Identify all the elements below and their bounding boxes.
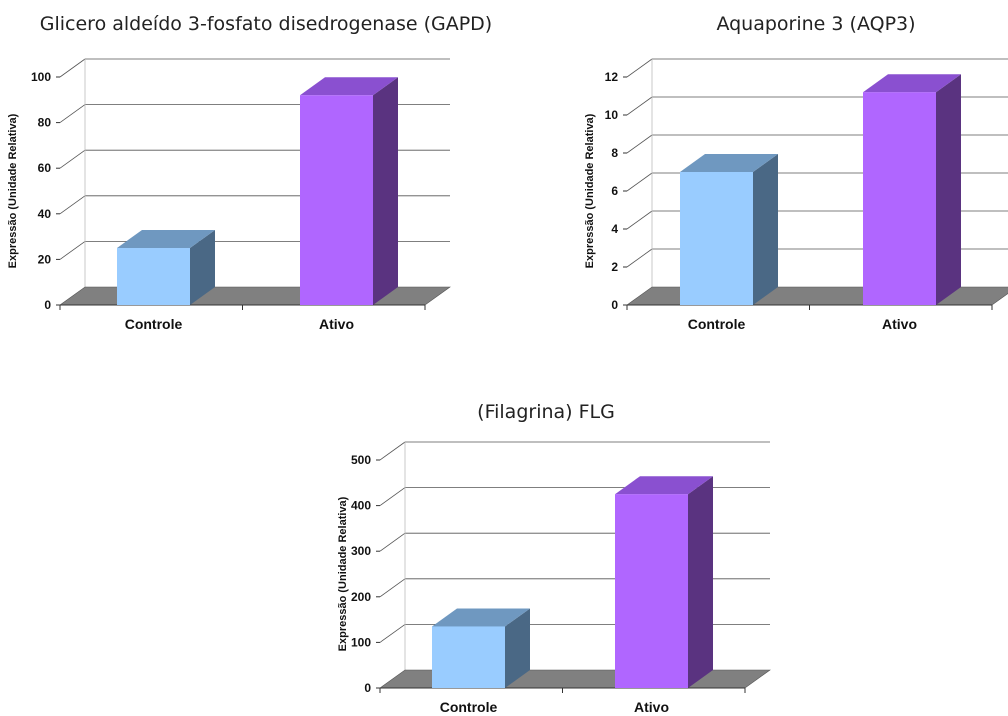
y-tick-label: 8 [611,146,618,160]
bar-ativo-side [936,74,961,305]
gridline-diagonal [59,241,86,260]
bar-controle [117,248,190,305]
bar-ativo-side [373,77,398,306]
bar-controle [680,172,753,305]
bar-controle-top [117,230,215,248]
bar-ativo-side [688,476,713,688]
y-axis-label: Expressão (Unidade Relativa) [584,113,596,268]
gridline-diagonal [379,532,406,552]
y-tick-label: 0 [44,298,51,312]
y-axis-label: Expressão (Unidade Relativa) [7,113,19,268]
gridline-diagonal [626,134,653,154]
bar-ativo-top [615,476,713,495]
bar-controle-side [753,154,778,305]
y-tick-label: 0 [611,298,618,312]
x-category-label: Ativo [319,316,354,332]
chart-gapd: Glicero aldeído 3-fosfato disedrogenase … [7,13,492,332]
gridline-diagonal [59,195,86,215]
gridline-diagonal [379,578,406,598]
gridline-diagonal [626,96,653,116]
y-tick-label: 4 [611,222,618,236]
y-tick-label: 60 [38,161,52,175]
bar-ativo [615,494,688,688]
y-tick-label: 2 [611,260,618,274]
bar-ativo [300,95,373,306]
chart-flg: (Filagrina) FLG Expressão (Unidade Relati… [337,401,771,715]
gridline-diagonal [59,104,86,123]
y-tick-label: 0 [364,681,371,695]
gridline-diagonal [59,58,86,78]
y-tick-label: 500 [351,453,371,467]
bar-ativo-top [300,77,398,96]
y-tick-label: 10 [605,108,619,122]
gridline-diagonal [59,149,86,169]
x-category-label: Controle [688,316,746,332]
bar-controle [432,626,505,688]
y-tick-label: 100 [351,635,371,649]
gridline-diagonal [626,248,653,268]
chart-title: Aquaporine 3 (AQP3) [716,13,915,35]
bar-controle-side [505,608,530,688]
gridline-diagonal [379,624,406,643]
bar-controle-side [190,230,215,305]
chart-title: (Filagrina) FLG [477,401,615,423]
bar-controle-top [680,154,778,172]
y-tick-label: 12 [605,70,619,84]
y-tick-label: 300 [351,544,371,558]
gridline-diagonal [626,172,653,192]
bar-ativo-top [863,74,961,93]
x-category-label: Ativo [882,316,917,332]
y-tick-label: 100 [31,70,51,84]
x-category-label: Controle [125,316,183,332]
y-tick-label: 6 [611,184,618,198]
chart-title: Glicero aldeído 3-fosfato disedrogenase … [40,13,492,35]
chart-aqp3: Aquaporine 3 (AQP3) Expressão (Unidade Re… [584,13,1008,332]
bar-controle-top [432,608,530,627]
bar-ativo [863,92,936,305]
y-axis-label: Expressão (Unidade Relativa) [337,496,349,651]
y-tick-label: 200 [351,590,371,604]
y-tick-label: 400 [351,499,371,513]
y-tick-label: 20 [38,252,52,266]
gridline-diagonal [626,58,653,78]
gridline-diagonal [626,210,653,230]
y-tick-label: 40 [38,207,52,221]
gridline-diagonal [379,487,406,506]
x-category-label: Ativo [634,699,669,715]
x-category-label: Controle [440,699,498,715]
gridline-diagonal [379,441,406,461]
y-tick-label: 80 [38,116,52,130]
